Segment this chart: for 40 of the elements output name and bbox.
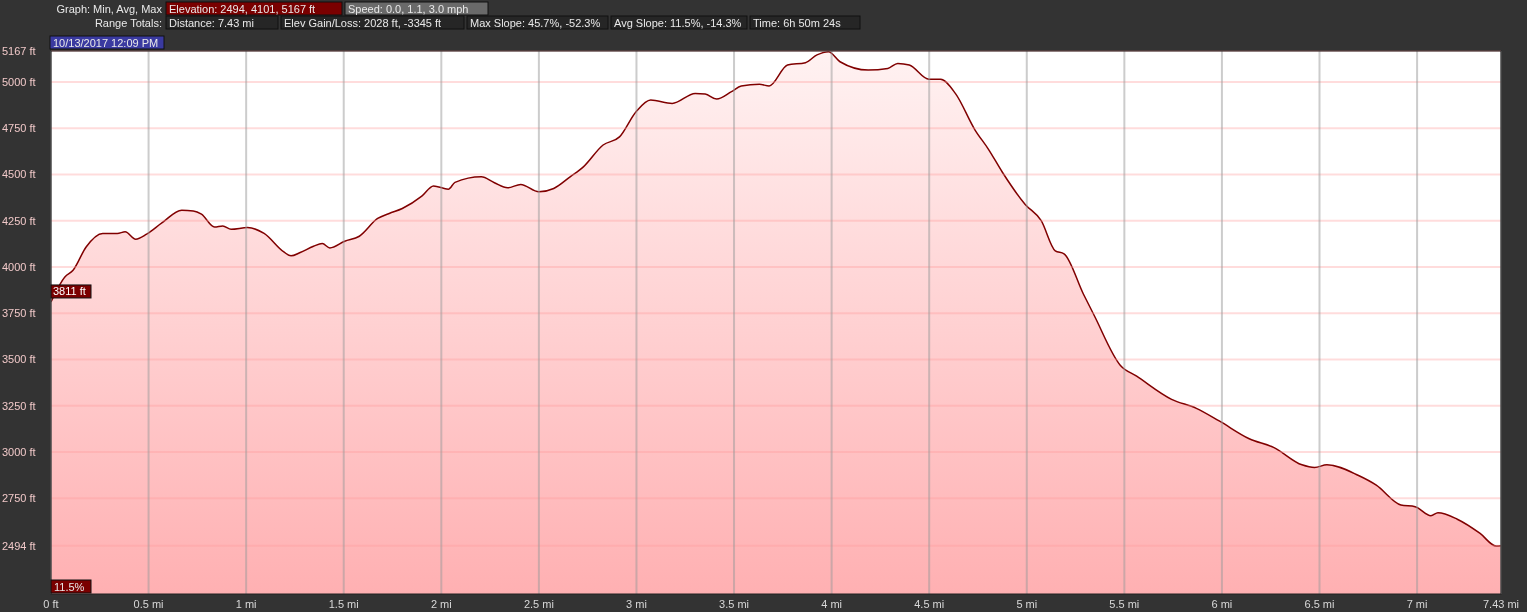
text: Graph: Min, Avg, Max	[56, 2, 163, 15]
x-tick-label: 0 ft	[43, 598, 59, 610]
x-tick-label: 7 mi	[1406, 598, 1428, 610]
text: Range Totals:	[94, 16, 162, 29]
text: Distance: 7.43 mi	[169, 16, 254, 29]
x-tick-label: 6.5 mi	[1304, 598, 1335, 610]
text: Elevation: 2494, 4101, 5167 ft	[169, 2, 316, 15]
x-tick-label: 1 mi	[235, 598, 257, 610]
text: Max Slope: 45.7%, -52.3%	[470, 16, 601, 29]
y-tick-label: 3250 ft	[2, 399, 36, 412]
x-tick-label: 2.5 mi	[523, 598, 554, 610]
text: Time: 6h 50m 24s	[753, 16, 842, 29]
text: 10/13/2017 12:09 PM	[53, 36, 159, 49]
annotation: 3811 ft	[53, 285, 86, 298]
x-tick-label: 3.5 mi	[719, 598, 750, 610]
text: Speed: 0.0, 1.1, 3.0 mph	[348, 2, 469, 15]
y-tick-label: 4750 ft	[2, 122, 36, 135]
text: Avg Slope: 11.5%, -14.3%	[614, 16, 742, 29]
y-tick-label: 2750 ft	[2, 492, 36, 505]
y-tick-label: 3500 ft	[2, 353, 36, 366]
x-tick-label: 6 mi	[1211, 598, 1233, 610]
y-tick-label: 4500 ft	[2, 168, 36, 181]
x-tick-label: 5.5 mi	[1109, 598, 1140, 610]
y-tick-label: 4000 ft	[2, 260, 36, 273]
x-tick-label: 4 mi	[821, 598, 843, 610]
x-tick-label: 4.5 mi	[914, 598, 945, 610]
x-tick-label: 1.5 mi	[328, 598, 359, 610]
x-tick-label: 5 mi	[1016, 598, 1038, 610]
x-tick-label: 3 mi	[626, 598, 647, 610]
y-tick-label: 2494 ft	[2, 539, 36, 552]
text: Elev Gain/Loss: 2028 ft, -3345 ft	[284, 16, 442, 29]
y-tick-label: 3750 ft	[2, 307, 36, 320]
annotation: 11.5%	[54, 580, 85, 593]
x-tick-label: 7.43 mi	[1482, 598, 1520, 610]
y-tick-label: 5167 ft	[2, 44, 36, 57]
y-tick-label: 4250 ft	[2, 214, 36, 227]
y-tick-label: 3000 ft	[2, 445, 36, 458]
y-tick-label: 5000 ft	[2, 75, 36, 88]
x-tick-label: 2 mi	[430, 598, 452, 610]
x-tick-label: 0.5 mi	[133, 598, 164, 610]
